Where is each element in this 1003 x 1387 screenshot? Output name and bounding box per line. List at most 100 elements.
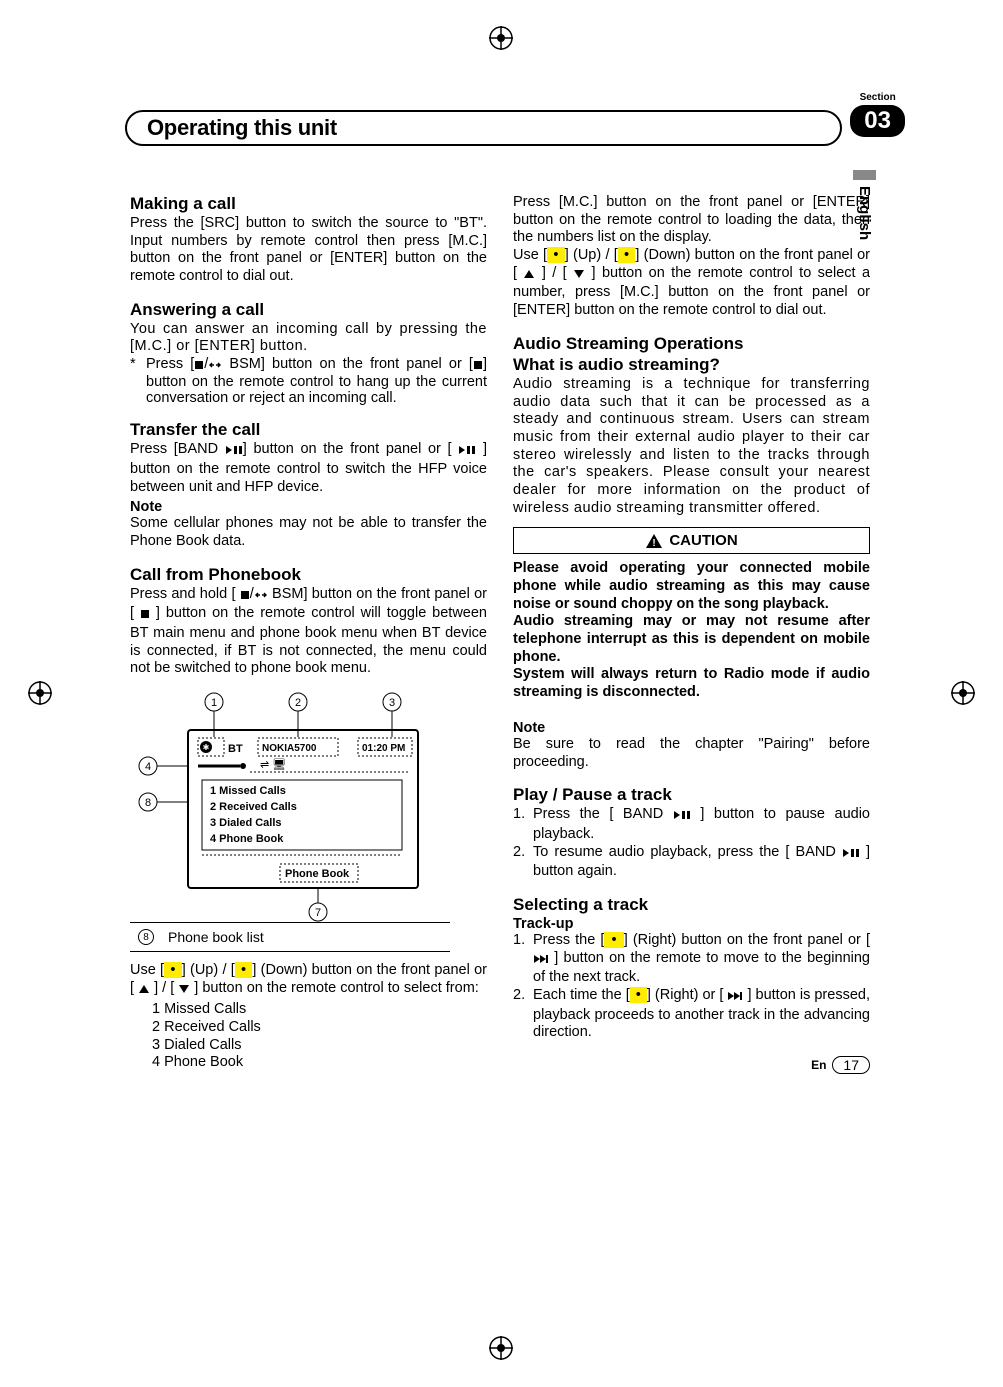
svg-text:NOKIA5700: NOKIA5700 [262, 743, 317, 754]
lang-code: En [811, 1058, 826, 1072]
section-label: Section [860, 92, 896, 103]
triangle-down-icon [178, 982, 190, 1000]
audio-ops-heading: Audio Streaming Operations [513, 334, 870, 354]
svg-text:1 Missed Calls: 1 Missed Calls [210, 785, 286, 797]
registration-mark-right [951, 681, 975, 705]
page-footer: En 17 [811, 1056, 870, 1074]
svg-text:1: 1 [211, 697, 217, 709]
svg-text:4 Phone Book: 4 Phone Book [210, 833, 284, 845]
answering-call-note: * Press [/ BSM] button on the front pane… [130, 356, 487, 406]
stop-icon [140, 607, 150, 625]
registration-mark-left [28, 681, 52, 705]
next-track-icon [533, 952, 549, 970]
svg-text:✱: ✱ [203, 743, 210, 752]
svg-text:7: 7 [315, 907, 321, 919]
transfer-call-heading: Transfer the call [130, 420, 487, 440]
svg-text:!: ! [653, 538, 656, 549]
transfer-note-heading: Note [130, 499, 487, 515]
svg-text:4: 4 [145, 761, 151, 773]
top-para-2: Use [ • ] (Up) / [ • ] (Down) button on … [513, 247, 870, 320]
stop-icon [473, 358, 483, 374]
next-track-icon [727, 989, 743, 1007]
play-pause-icon [458, 443, 476, 461]
triangle-up-icon [523, 267, 535, 285]
list-item: 2.Each time the [ • ] (Right) or [ ] but… [513, 987, 870, 1042]
transfer-note-body: Some cellular phones may not be able to … [130, 515, 487, 550]
language-tab: English [853, 170, 876, 246]
list-item: 1.Press the [ • ] (Right) button on the … [513, 932, 870, 987]
note-heading: Note [513, 720, 870, 736]
highlight-dot: • [235, 962, 253, 978]
list-item: 2.To resume audio playback, press the [ … [513, 844, 870, 881]
list-item: 3 Dialed Calls [152, 1037, 487, 1055]
page-title: Operating this unit [125, 110, 842, 146]
svg-text:⇌ 🖥: ⇌ 🖥 [260, 758, 286, 771]
link-icon [254, 588, 268, 606]
caution-p3: System will always return to Radio mode … [513, 666, 870, 701]
highlight-dot: • [618, 247, 636, 263]
svg-text:2: 2 [295, 697, 301, 709]
phonebook-heading: Call from Phonebook [130, 565, 487, 585]
registration-mark-bottom [489, 1336, 513, 1360]
page-content: Operating this unit Section 03 English M… [130, 110, 870, 1072]
highlight-dot: • [547, 247, 565, 263]
link-icon [208, 358, 222, 374]
page-number: 17 [832, 1056, 870, 1074]
asterisk: * [130, 356, 146, 406]
section-badge: Section 03 [850, 92, 905, 137]
svg-text:8: 8 [145, 797, 151, 809]
transfer-call-body: Press [BAND ] button on the front panel … [130, 441, 487, 496]
play-pause-icon [225, 443, 243, 461]
answering-call-body: You can answer an incoming call by press… [130, 321, 487, 356]
list-item: 2 Received Calls [152, 1019, 487, 1037]
stop-icon [240, 588, 250, 606]
warning-icon: ! [645, 533, 663, 549]
making-call-heading: Making a call [130, 194, 487, 214]
svg-text:3: 3 [389, 697, 395, 709]
track-up-list: 1.Press the [ • ] (Right) button on the … [513, 932, 870, 1042]
highlight-dot: • [164, 962, 182, 978]
selecting-heading: Selecting a track [513, 895, 870, 915]
caption-number: 8 [138, 929, 154, 945]
svg-text:3 Dialed Calls: 3 Dialed Calls [210, 817, 282, 829]
list-item: 1 Missed Calls [152, 1001, 487, 1019]
audio-streaming-body: Audio streaming is a technique for trans… [513, 376, 870, 518]
use-buttons-text: Use [ • ] (Up) / [ • ] (Down) button on … [130, 962, 487, 999]
audio-what-heading: What is audio streaming? [513, 355, 870, 375]
play-pause-icon [842, 846, 860, 864]
note-body: Be sure to read the chapter "Pairing" be… [513, 736, 870, 771]
caution-box: ! CAUTION [513, 527, 870, 554]
page-header: Operating this unit Section 03 [125, 110, 905, 146]
figure-caption: 8 Phone book list [130, 922, 450, 952]
making-call-body: Press the [SRC] button to switch the sou… [130, 215, 487, 286]
svg-text:Phone Book: Phone Book [285, 868, 350, 880]
stop-icon [194, 358, 204, 374]
caption-text: Phone book list [168, 929, 264, 945]
triangle-down-icon [573, 267, 585, 285]
phonebook-figure: 1 2 3 4 8 ✱ BT [130, 690, 450, 952]
caution-p2: Audio streaming may or may not resume af… [513, 613, 870, 666]
left-column: Making a call Press the [SRC] button to … [130, 180, 487, 1072]
caution-p1: Please avoid operating your connected mo… [513, 560, 870, 613]
list-item: 4 Phone Book [152, 1054, 487, 1072]
highlight-dot: • [630, 987, 647, 1003]
top-para-1: Press [M.C.] button on the front panel o… [513, 194, 870, 247]
list-item: 1.Press the [ BAND ] button to pause aud… [513, 806, 870, 843]
right-column: Press [M.C.] button on the front panel o… [513, 180, 870, 1072]
svg-text:BT: BT [228, 743, 243, 755]
play-pause-icon [673, 808, 691, 826]
caution-label: CAUTION [669, 532, 737, 549]
screen-diagram: 1 2 3 4 8 ✱ BT [130, 690, 450, 922]
registration-mark-top [489, 26, 513, 50]
play-pause-list: 1.Press the [ BAND ] button to pause aud… [513, 806, 870, 881]
phonebook-body: Press and hold [ / BSM] button on the fr… [130, 586, 487, 678]
section-number: 03 [850, 105, 905, 137]
answering-call-note-text: Press [/ BSM] button on the front panel … [146, 356, 487, 406]
highlight-dot: • [604, 932, 623, 948]
track-up-subheading: Track-up [513, 916, 870, 932]
triangle-up-icon [138, 982, 150, 1000]
answering-call-heading: Answering a call [130, 300, 487, 320]
svg-text:01:20 PM: 01:20 PM [362, 743, 405, 754]
select-from-list: 1 Missed Calls 2 Received Calls 3 Dialed… [152, 1001, 487, 1072]
play-pause-heading: Play / Pause a track [513, 785, 870, 805]
